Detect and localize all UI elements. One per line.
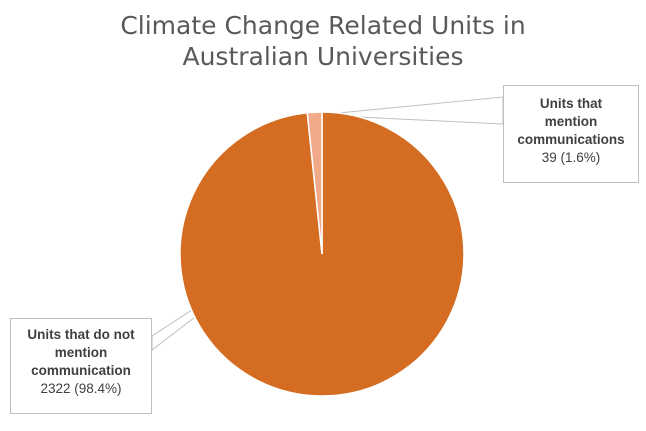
data-label-units-not-mention: Units that do not mention communication … [10, 318, 152, 414]
data-label-units-mention-value: 39 (1.6%) [541, 150, 601, 165]
chart-title-line-1: Climate Change Related Units in [120, 11, 526, 40]
data-label-units-not-mention-line-1: Units that do not [27, 327, 135, 342]
data-label-units-not-mention-line-2: mention [54, 345, 108, 360]
data-label-units-not-mention-value: 2322 (98.4%) [40, 381, 122, 396]
chart-title-line-2: Australian Universities [182, 42, 464, 71]
data-label-units-mention-line-2: mention [544, 114, 598, 129]
chart-title: Climate Change Related Units in Australi… [0, 10, 646, 72]
pie-slice-units-mention [306, 111, 323, 255]
data-label-units-mention-line-1: Units that [539, 96, 603, 111]
data-label-units-mention-line-3: communications [517, 132, 625, 147]
data-label-units-mention: Units that mention communications 39 (1.… [503, 85, 639, 183]
pie-slices [179, 111, 465, 397]
data-label-units-not-mention-line-3: communication [31, 363, 131, 378]
